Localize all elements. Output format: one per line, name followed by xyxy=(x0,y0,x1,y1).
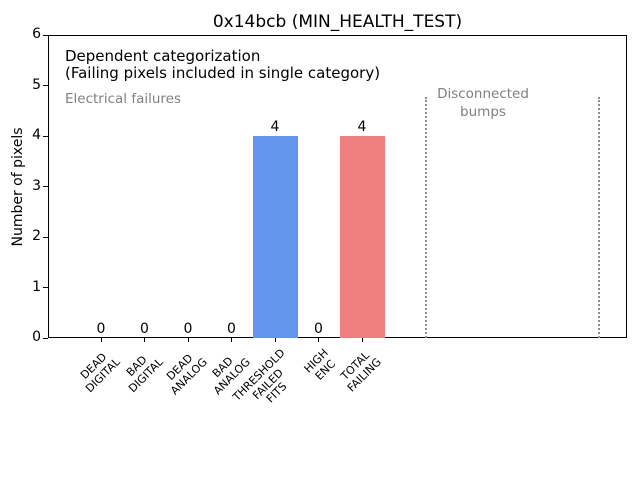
region-label-disconnected-bumps: Disconnected bumps xyxy=(437,86,529,121)
y-tick-label: 4 xyxy=(32,127,41,143)
y-tick-mark xyxy=(43,135,48,137)
annotation-failing-pixels-note: (Failing pixels included in single categ… xyxy=(65,64,381,82)
x-tick-mark xyxy=(231,338,232,342)
x-tick-label: HIGH ENC xyxy=(301,346,338,383)
x-tick-label: BAD DIGITAL xyxy=(124,353,166,395)
bar-value-label: 4 xyxy=(357,119,367,135)
y-tick-label: 0 xyxy=(32,329,41,345)
y-tick-mark xyxy=(43,287,48,288)
x-tick-mark xyxy=(187,338,189,342)
x-tick-mark xyxy=(361,338,363,342)
chart-title: 0x14bcb (MIN_HEALTH_TEST) xyxy=(212,12,463,32)
bar xyxy=(339,136,385,338)
bar-value-label: 0 xyxy=(314,321,323,337)
y-tick-mark xyxy=(43,337,48,339)
x-tick-mark xyxy=(318,338,319,342)
y-tick-label: 3 xyxy=(32,177,41,194)
annotation-dependent-categorization: Dependent categorization xyxy=(65,47,261,65)
y-tick-label: 6 xyxy=(32,26,41,42)
x-tick-mark xyxy=(144,338,145,342)
x-tick-label: DEAD ANALOG xyxy=(163,351,210,398)
bar-value-label: 0 xyxy=(96,321,106,337)
divider-dotted-line-right xyxy=(598,97,600,338)
y-tick-label: 2 xyxy=(32,228,41,244)
y-tick-label: 1 xyxy=(32,278,41,295)
divider-dotted-line-left xyxy=(425,97,427,338)
bar-value-label: 0 xyxy=(183,321,193,337)
y-tick-mark xyxy=(43,186,48,187)
x-tick-label: TOTAL FAILING xyxy=(338,348,384,395)
y-tick-mark xyxy=(43,236,48,238)
bar xyxy=(252,136,298,338)
region-label-electrical-failures: Electrical failures xyxy=(65,91,182,107)
x-tick-label: DEAD DIGITAL xyxy=(77,350,123,395)
bar-value-label: 0 xyxy=(140,321,149,337)
y-tick-label: 5 xyxy=(32,76,41,93)
y-tick-mark xyxy=(43,34,48,36)
plot-area xyxy=(48,35,627,338)
x-tick-mark xyxy=(274,338,276,342)
bar-value-label: 4 xyxy=(270,119,280,135)
x-tick-mark xyxy=(100,338,102,342)
bar-value-label: 0 xyxy=(227,321,236,337)
y-tick-mark xyxy=(43,85,48,86)
